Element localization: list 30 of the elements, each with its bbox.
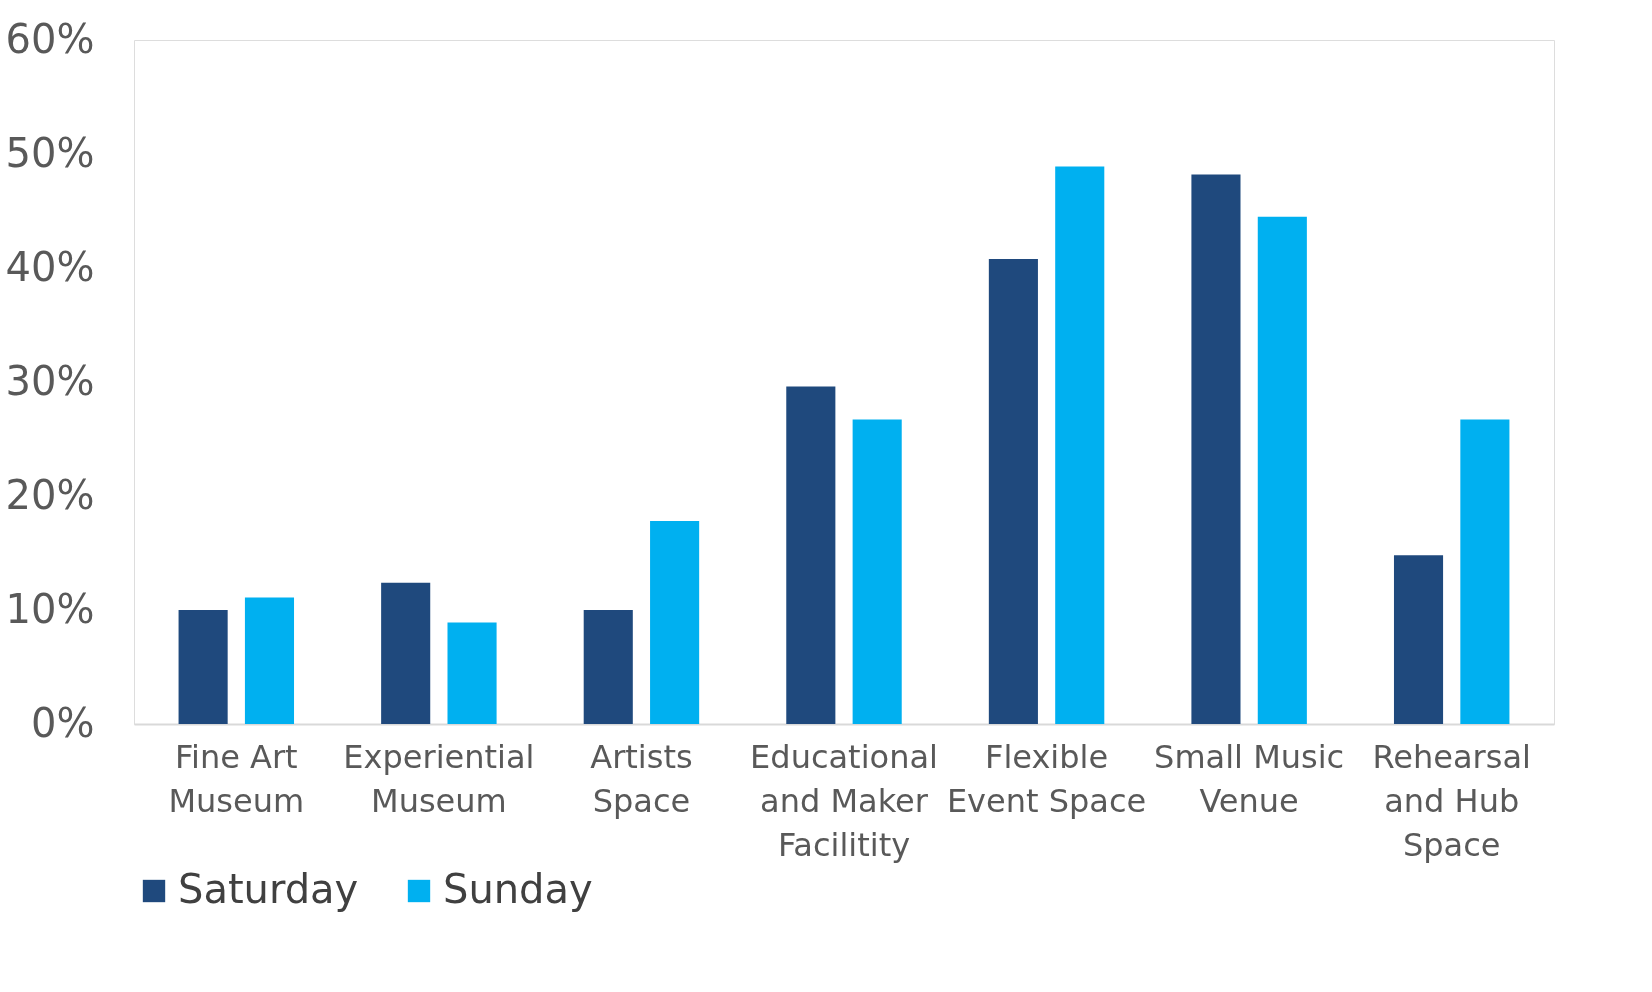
legend-label: Saturday [178,866,359,912]
x-tick-label: Artists Space [590,737,693,820]
y-tick-label: 60% [5,15,95,62]
x-tick-label: Educational and Maker Facilitity [750,737,938,864]
x-tick-label: Fine Art Museum [168,737,305,820]
bar [583,610,633,724]
y-tick-label: 20% [5,471,95,518]
bar [447,622,497,724]
x-tick-label: Experiential Museum [343,737,535,820]
bar [988,258,1038,724]
bar [1191,174,1241,724]
x-tick-label: Small Music Venue [1154,737,1345,820]
y-tick-label: 50% [5,129,95,176]
x-tick-label: Rehearsal and Hub Space [1372,737,1531,864]
bar [381,582,431,724]
bar [1257,216,1307,724]
y-tick-label: 40% [5,243,95,290]
bar [852,419,902,724]
y-tick-label: 30% [5,357,95,404]
bar [178,610,228,724]
y-tick-label: 0% [31,699,95,746]
legend-label: Sunday [443,866,593,912]
bar [786,386,836,724]
bar [1460,419,1510,724]
bar [1055,166,1105,724]
bar [650,521,700,724]
bar [244,597,295,724]
bar [1393,555,1444,724]
y-tick-label: 10% [5,585,95,632]
x-tick-label: Flexible Event Space [946,737,1147,820]
